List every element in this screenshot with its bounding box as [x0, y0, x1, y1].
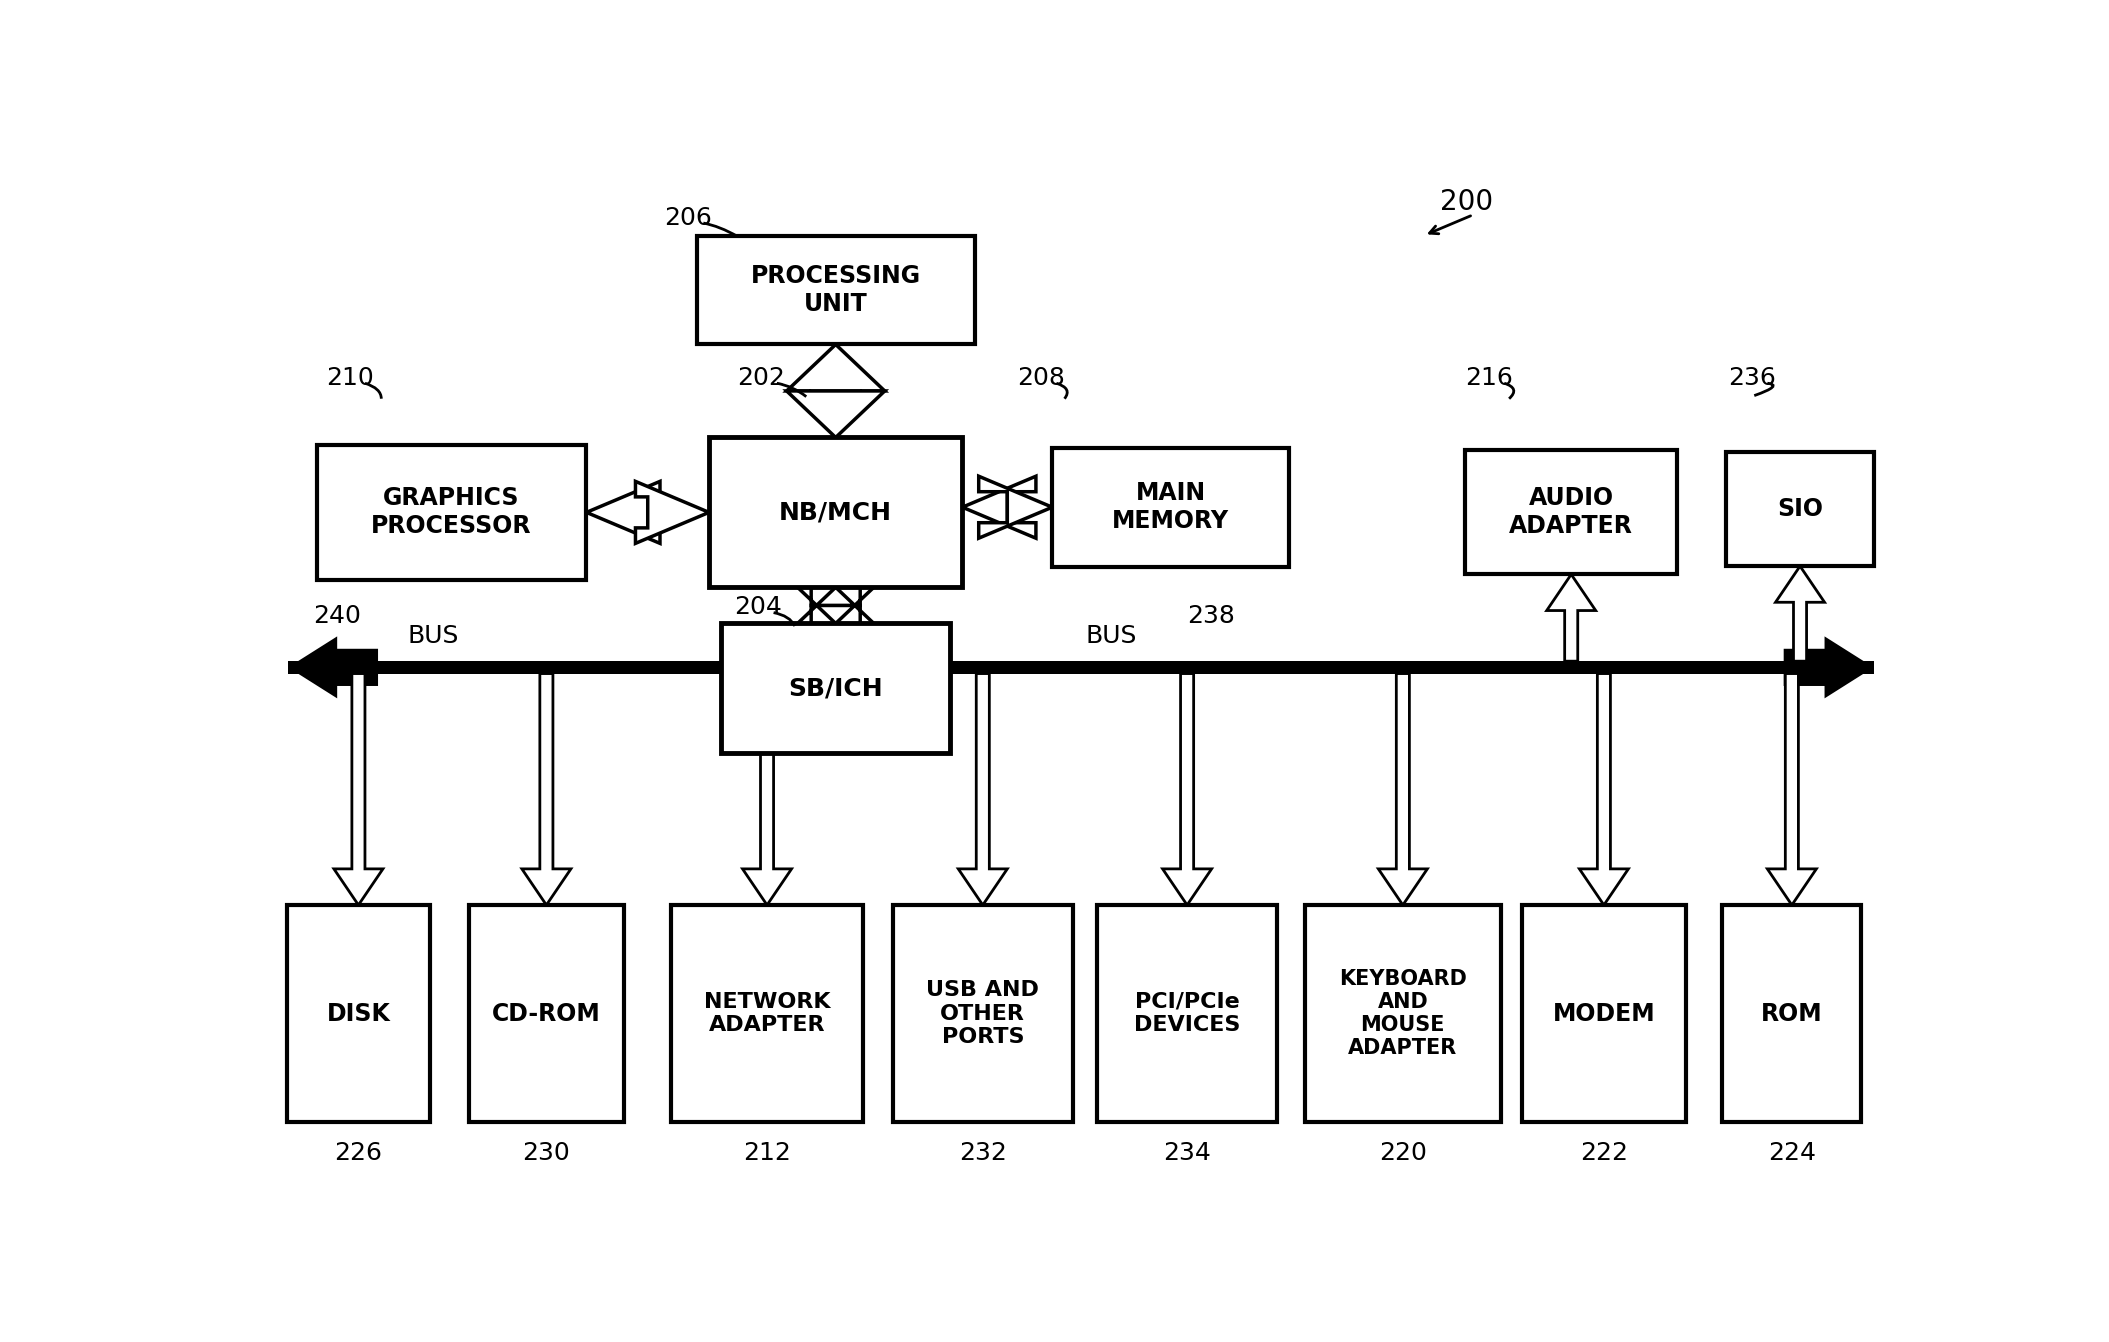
Bar — [671, 905, 863, 1122]
Bar — [289, 662, 1873, 674]
Text: 200: 200 — [1440, 188, 1493, 216]
Text: NB/MCH: NB/MCH — [778, 501, 892, 525]
Text: BUS: BUS — [407, 624, 460, 648]
Text: 238: 238 — [1187, 604, 1236, 628]
Text: AUDIO
ADAPTER: AUDIO ADAPTER — [1510, 487, 1632, 538]
Text: BUS: BUS — [1086, 624, 1137, 648]
FancyArrow shape — [1379, 674, 1428, 905]
Text: CD-ROM: CD-ROM — [491, 1001, 601, 1025]
Text: 216: 216 — [1466, 366, 1512, 391]
Text: NETWORK
ADAPTER: NETWORK ADAPTER — [704, 992, 831, 1035]
Bar — [892, 905, 1073, 1122]
FancyArrow shape — [586, 482, 660, 544]
Text: DISK: DISK — [327, 1001, 390, 1025]
FancyArrow shape — [979, 476, 1052, 538]
Text: 220: 220 — [1379, 1141, 1428, 1165]
Text: 204: 204 — [734, 596, 782, 620]
Bar — [1523, 905, 1685, 1122]
Text: 224: 224 — [1767, 1141, 1816, 1165]
Bar — [1052, 448, 1289, 566]
Bar — [287, 905, 430, 1122]
Text: SB/ICH: SB/ICH — [789, 676, 884, 701]
Text: 208: 208 — [1017, 366, 1065, 391]
FancyArrow shape — [1776, 566, 1824, 662]
Text: 236: 236 — [1727, 366, 1776, 391]
FancyArrow shape — [289, 636, 378, 698]
Text: USB AND
OTHER
PORTS: USB AND OTHER PORTS — [926, 981, 1040, 1047]
FancyArrow shape — [635, 482, 709, 544]
FancyArrow shape — [333, 674, 384, 905]
Bar — [1466, 451, 1677, 574]
Text: 202: 202 — [738, 366, 785, 391]
Bar — [709, 437, 962, 588]
Text: KEYBOARD
AND
MOUSE
ADAPTER: KEYBOARD AND MOUSE ADAPTER — [1339, 969, 1466, 1059]
FancyArrow shape — [1546, 574, 1597, 662]
Bar — [1723, 905, 1862, 1122]
Bar — [1097, 905, 1276, 1122]
Text: 222: 222 — [1580, 1141, 1628, 1165]
Text: SIO: SIO — [1778, 498, 1822, 521]
Text: 240: 240 — [312, 604, 361, 628]
Text: PCI/PCIe
DEVICES: PCI/PCIe DEVICES — [1135, 992, 1240, 1035]
FancyArrow shape — [787, 345, 886, 391]
Text: GRAPHICS
PROCESSOR: GRAPHICS PROCESSOR — [371, 487, 531, 538]
FancyArrow shape — [1162, 674, 1211, 905]
FancyArrow shape — [1767, 674, 1816, 905]
Text: MODEM: MODEM — [1552, 1001, 1656, 1025]
Bar — [1727, 452, 1873, 566]
FancyArrow shape — [1580, 674, 1628, 905]
Text: 206: 206 — [664, 205, 713, 229]
FancyArrow shape — [787, 577, 886, 624]
Text: 210: 210 — [325, 366, 373, 391]
FancyArrow shape — [957, 674, 1008, 905]
Text: PROCESSING
UNIT: PROCESSING UNIT — [751, 264, 922, 317]
Text: 226: 226 — [335, 1141, 382, 1165]
Bar — [696, 236, 974, 345]
Text: MAIN
MEMORY: MAIN MEMORY — [1111, 482, 1230, 533]
Text: 212: 212 — [742, 1141, 791, 1165]
Text: 230: 230 — [523, 1141, 569, 1165]
FancyArrow shape — [962, 476, 1036, 538]
Text: 232: 232 — [960, 1141, 1006, 1165]
Bar — [316, 446, 586, 580]
Text: 234: 234 — [1164, 1141, 1211, 1165]
FancyArrow shape — [742, 674, 791, 905]
FancyArrow shape — [787, 588, 886, 633]
Bar — [1305, 905, 1502, 1122]
Bar — [721, 624, 949, 753]
Bar — [468, 905, 624, 1122]
Text: ROM: ROM — [1761, 1001, 1822, 1025]
FancyArrow shape — [1784, 636, 1873, 698]
FancyArrow shape — [521, 674, 572, 905]
FancyArrow shape — [787, 391, 886, 437]
